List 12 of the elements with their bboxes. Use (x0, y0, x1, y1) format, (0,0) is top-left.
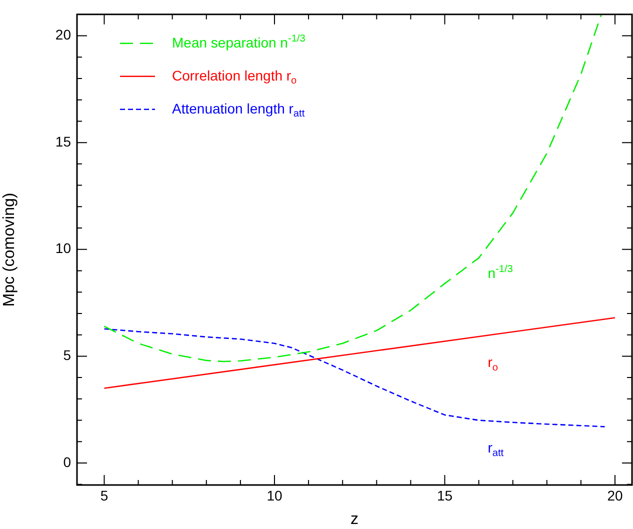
y-tick-label: 0 (63, 454, 72, 470)
x-tick-label: 20 (607, 487, 623, 504)
y-tick-label: 10 (55, 240, 72, 256)
y-tick-label: 15 (55, 133, 72, 150)
x-tick-label: 5 (100, 487, 108, 504)
y-tick-label: 5 (63, 347, 72, 364)
y-axis-title: Mpc (comoving) (1, 192, 18, 307)
y-tick-label: 20 (55, 26, 72, 43)
x-tick-label: 15 (436, 487, 453, 504)
x-tick-label: 10 (266, 487, 282, 504)
line-series (104, 328, 606, 428)
x-axis-title: z (350, 510, 358, 528)
